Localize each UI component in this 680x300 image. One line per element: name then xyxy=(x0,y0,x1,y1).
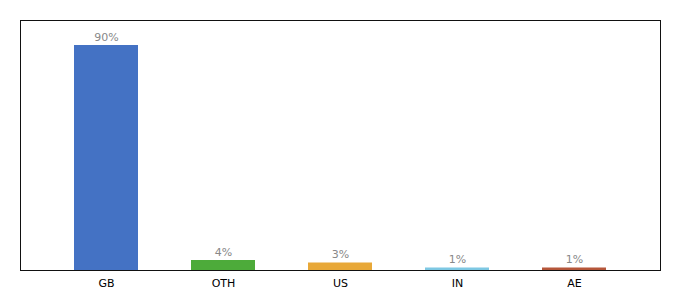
svg-text:1%: 1% xyxy=(566,253,583,266)
svg-text:GB: GB xyxy=(98,277,114,290)
svg-text:AE: AE xyxy=(567,277,582,290)
svg-text:4%: 4% xyxy=(215,246,232,259)
svg-text:OTH: OTH xyxy=(212,277,236,290)
svg-text:3%: 3% xyxy=(332,248,349,261)
svg-text:IN: IN xyxy=(452,277,463,290)
svg-text:US: US xyxy=(333,277,348,290)
svg-text:90%: 90% xyxy=(94,31,118,44)
svg-text:1%: 1% xyxy=(449,253,466,266)
